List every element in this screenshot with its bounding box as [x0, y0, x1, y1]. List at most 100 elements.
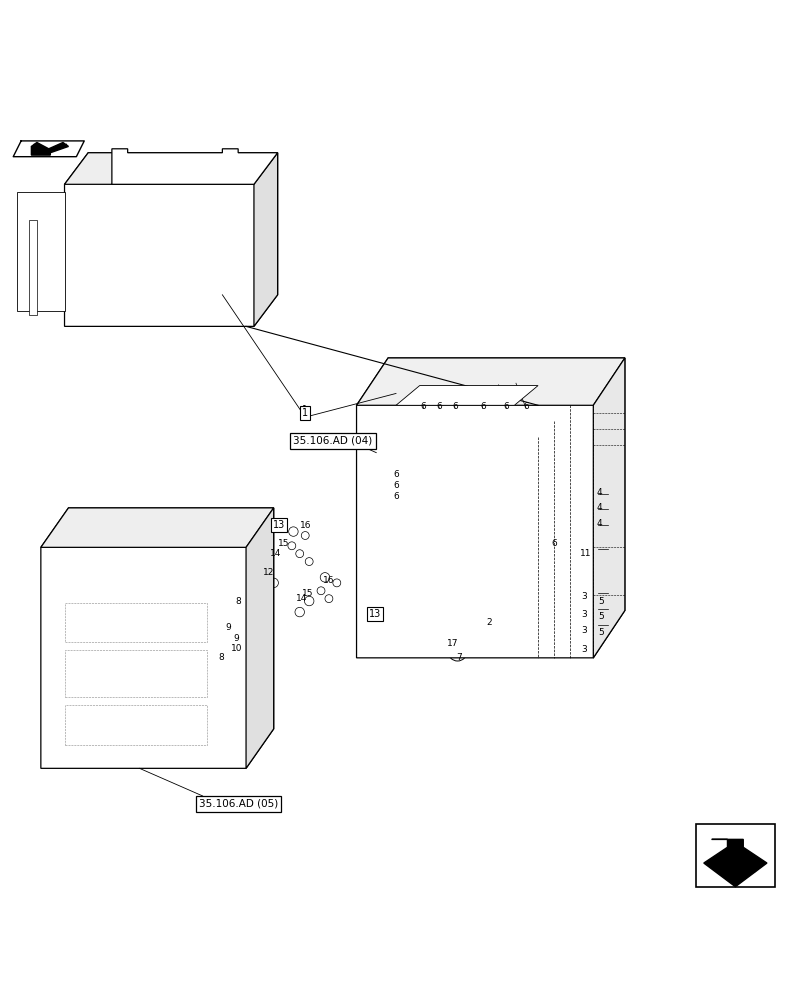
Circle shape [333, 579, 341, 587]
Circle shape [402, 393, 413, 405]
Polygon shape [64, 153, 278, 184]
Text: 4: 4 [597, 519, 603, 528]
Circle shape [288, 527, 298, 536]
Text: 6: 6 [452, 402, 458, 411]
Circle shape [40, 286, 50, 296]
Text: 6: 6 [551, 539, 557, 548]
Ellipse shape [230, 644, 239, 648]
Text: 4: 4 [597, 503, 603, 512]
Circle shape [595, 506, 607, 518]
Bar [64, 705, 207, 745]
Text: 6: 6 [524, 402, 529, 411]
Text: 5: 5 [598, 628, 604, 637]
Text: 2: 2 [486, 618, 492, 627]
Circle shape [301, 532, 309, 539]
Circle shape [173, 700, 192, 719]
Text: 1: 1 [303, 408, 308, 418]
Circle shape [595, 600, 607, 613]
Circle shape [86, 700, 105, 719]
Circle shape [76, 591, 116, 630]
Circle shape [172, 600, 194, 621]
Circle shape [96, 263, 112, 279]
Circle shape [595, 584, 607, 597]
Circle shape [29, 212, 37, 220]
Circle shape [400, 472, 424, 496]
Circle shape [317, 587, 325, 595]
Circle shape [40, 266, 50, 276]
Circle shape [166, 222, 185, 241]
Text: 11: 11 [580, 549, 591, 558]
Polygon shape [32, 142, 68, 155]
Circle shape [305, 558, 313, 566]
Text: 15: 15 [278, 539, 290, 548]
Circle shape [495, 464, 534, 504]
Circle shape [595, 494, 607, 506]
Text: 8: 8 [218, 653, 223, 662]
Text: 6: 6 [480, 402, 485, 411]
Circle shape [287, 542, 295, 550]
Polygon shape [356, 358, 625, 658]
Circle shape [595, 517, 607, 530]
Polygon shape [704, 839, 767, 887]
Circle shape [96, 630, 183, 717]
Polygon shape [41, 579, 49, 737]
Circle shape [426, 393, 437, 405]
Circle shape [607, 497, 614, 503]
Polygon shape [593, 358, 625, 658]
Polygon shape [246, 508, 274, 768]
Circle shape [74, 636, 118, 680]
Circle shape [53, 212, 60, 220]
Circle shape [304, 596, 314, 606]
Circle shape [448, 642, 467, 661]
Circle shape [396, 547, 428, 579]
Text: 6: 6 [504, 402, 509, 411]
Polygon shape [13, 141, 84, 157]
Text: 3: 3 [581, 592, 587, 601]
Text: 7: 7 [456, 653, 462, 662]
Polygon shape [356, 358, 625, 405]
Circle shape [161, 636, 205, 680]
Circle shape [86, 600, 107, 621]
Text: 9: 9 [226, 623, 231, 632]
Bar [224, 595, 237, 602]
Circle shape [598, 543, 607, 552]
Circle shape [161, 257, 189, 285]
Text: 14: 14 [295, 594, 307, 603]
Circle shape [499, 547, 530, 579]
Circle shape [78, 692, 113, 727]
Circle shape [269, 578, 279, 588]
Polygon shape [112, 153, 223, 184]
Polygon shape [112, 149, 278, 184]
Text: 16: 16 [323, 576, 335, 585]
Circle shape [166, 692, 200, 727]
Text: 3: 3 [581, 626, 587, 635]
Text: 3: 3 [581, 610, 587, 619]
Circle shape [383, 490, 396, 502]
Circle shape [383, 466, 396, 479]
Circle shape [320, 573, 329, 582]
Polygon shape [254, 153, 278, 326]
Circle shape [40, 227, 50, 236]
Polygon shape [41, 508, 274, 547]
Circle shape [171, 646, 195, 670]
Bar [210, 651, 223, 657]
Circle shape [450, 393, 461, 405]
Bar [64, 650, 207, 697]
Bar [64, 603, 207, 642]
Circle shape [86, 214, 121, 249]
Circle shape [35, 221, 55, 242]
Circle shape [53, 295, 60, 303]
Circle shape [383, 478, 396, 491]
Circle shape [40, 247, 50, 256]
Circle shape [94, 222, 113, 241]
Circle shape [607, 521, 614, 527]
Text: 12: 12 [262, 568, 274, 577]
Circle shape [163, 591, 203, 630]
Text: 6: 6 [393, 470, 399, 479]
Circle shape [392, 599, 432, 638]
Circle shape [474, 393, 485, 405]
Circle shape [503, 472, 526, 496]
Circle shape [584, 539, 600, 555]
Polygon shape [64, 153, 278, 326]
Text: 16: 16 [299, 521, 311, 530]
